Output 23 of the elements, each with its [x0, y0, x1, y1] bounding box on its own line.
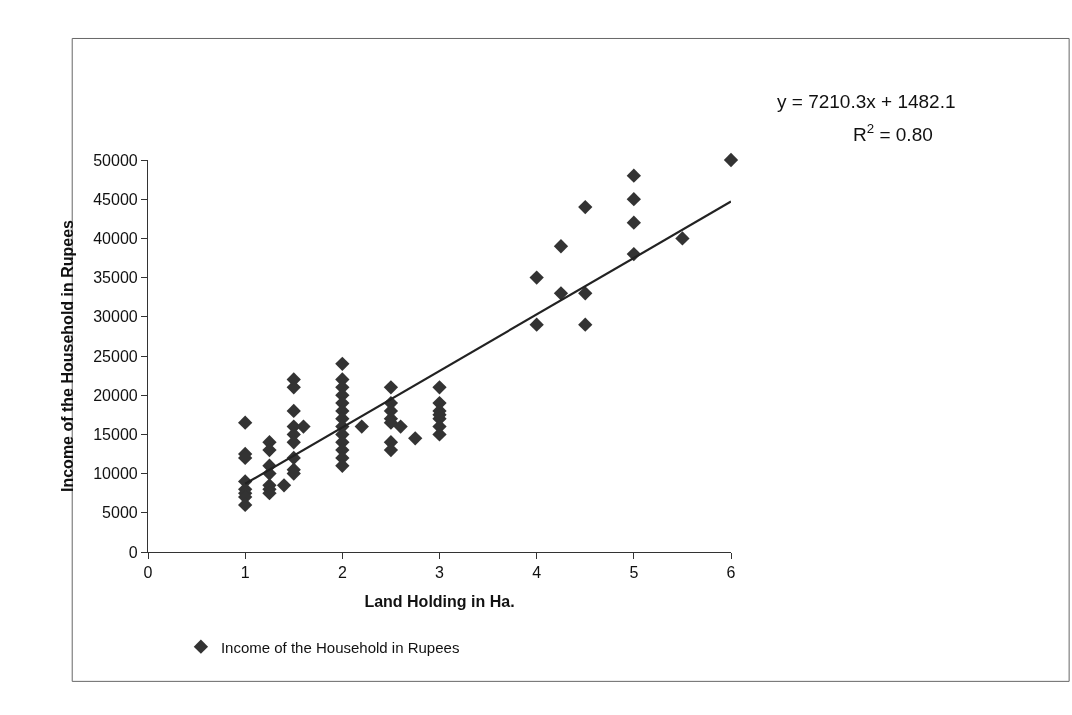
x-tick-label: 0: [143, 564, 153, 582]
y-tick-label: 10000: [93, 465, 138, 483]
x-axis-title: Land Holding in Ha.: [364, 593, 515, 610]
text: y = 7210.3x + 1482.1: [777, 91, 956, 112]
y-tick-label: 25000: [93, 347, 138, 365]
y-tick-label: 15000: [93, 426, 138, 443]
y-tick-label: 0: [128, 543, 138, 561]
legend-label: Income of the Household in Rupees: [220, 638, 460, 656]
y-tick-label: 30000: [93, 308, 138, 326]
y-tick-label: 40000: [93, 230, 138, 247]
y-tick-label: 5000: [102, 504, 138, 522]
x-tick-label: 5: [629, 564, 639, 582]
y-tick-label: 45000: [93, 190, 138, 208]
y-axis-title: Income of the Household in Rupees: [59, 219, 77, 493]
x-tick-label: 4: [532, 564, 542, 582]
x-tick-label: 2: [337, 564, 347, 582]
x-tick-label: 3: [435, 564, 445, 582]
x-tick-label: 1: [240, 564, 250, 582]
x-tick-label: 6: [726, 564, 736, 582]
y-tick-label: 20000: [93, 386, 138, 404]
text: R$^{2}$ = 0.80: [853, 121, 933, 145]
y-tick-label: 35000: [93, 269, 138, 287]
y-tick-label: 50000: [93, 151, 138, 169]
